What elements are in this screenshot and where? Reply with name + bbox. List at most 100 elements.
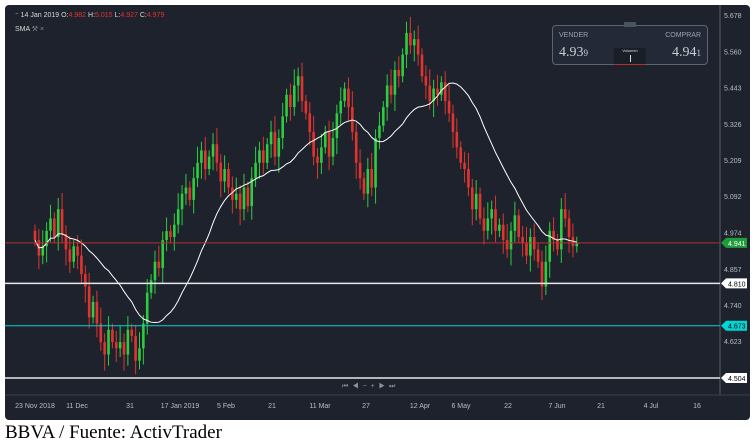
close-icon[interactable]: × (39, 26, 45, 33)
candle-body (107, 329, 110, 355)
candle-body (428, 85, 432, 101)
candle-body (455, 131, 459, 148)
zoom-out-button[interactable]: − (362, 383, 371, 390)
candle-body (366, 168, 370, 194)
candle-body (219, 162, 223, 182)
y-tick-label: 5.443 (724, 86, 742, 93)
candle-body (374, 138, 377, 188)
high-value: 5.015 (95, 12, 113, 19)
candle-body (300, 76, 304, 101)
x-tick-label: 11 Dec (66, 403, 88, 410)
candle-body (60, 209, 64, 234)
x-tick-label: 31 (126, 403, 134, 410)
candle-body (393, 70, 397, 95)
high-label: H: (88, 12, 96, 19)
candle-body (540, 261, 544, 287)
candle-body (258, 150, 261, 163)
candle-body (242, 187, 246, 210)
buy-button[interactable]: 4.941 (672, 45, 701, 61)
candle-body (269, 131, 273, 145)
x-tick-label: 27 (362, 403, 370, 410)
candle-body (304, 100, 308, 114)
candle-body (529, 237, 532, 256)
volume-label: Volumen (622, 48, 638, 53)
candle-body (432, 88, 435, 101)
candle-body (234, 193, 238, 200)
candle-body (145, 292, 149, 324)
drag-handle[interactable] (624, 22, 636, 27)
candle-body (56, 209, 60, 238)
open-label: O: (61, 12, 69, 19)
open-value: 4.982 (68, 12, 87, 19)
candle-body (72, 246, 75, 262)
x-tick-label: 16 (693, 403, 701, 410)
candle-body (84, 274, 87, 287)
candle-body (335, 113, 339, 139)
candle-body (203, 150, 207, 169)
candle-body (53, 218, 56, 238)
candle-body (505, 240, 509, 250)
y-tick-label: 5.092 (724, 194, 742, 201)
candle-body (207, 156, 211, 169)
volume-control[interactable]: Volumen (614, 48, 646, 65)
x-tick-label: 22 (504, 403, 512, 410)
prev-button[interactable]: ◀ (352, 383, 363, 390)
last-button[interactable]: ⏭ (389, 383, 400, 390)
buy-label: COMPRAR (665, 32, 701, 39)
candle-body (490, 209, 493, 219)
first-button[interactable]: ⏮ (342, 383, 353, 390)
price-chart[interactable]: 5.678 5.560 5.443 5.326 5.209 5.092 4.974 4.857… (5, 5, 750, 420)
x-tick-label: 21 (268, 403, 276, 410)
candle-body (49, 218, 52, 231)
caption: BBVA / Fuente: ActivTrader (5, 422, 222, 443)
candle-body (45, 230, 48, 247)
candle-body (560, 209, 563, 250)
candle-body (215, 144, 219, 163)
candle-body (99, 323, 103, 343)
low-label: L: (114, 12, 121, 19)
sell-button[interactable]: 4.939 (559, 45, 588, 61)
candle-body (556, 240, 559, 250)
candle-body (451, 113, 455, 132)
candle-body (486, 218, 490, 231)
candle-body (536, 249, 540, 262)
candle-body (250, 178, 254, 207)
chart-panel[interactable]: 5.678 5.560 5.443 5.326 5.209 5.092 4.974 4.857… (5, 5, 750, 420)
wrench-icon[interactable]: ⚒ (31, 26, 39, 33)
zoom-in-button[interactable]: + (370, 383, 379, 390)
price-tag (721, 320, 747, 331)
candle-body (552, 230, 555, 241)
candle-body (91, 301, 95, 318)
candle-body (254, 162, 257, 179)
candle-body (575, 242, 579, 247)
candle-body (420, 54, 424, 77)
buy-pip: 1 (696, 48, 702, 58)
collapse-icon[interactable]: ⁻ (15, 12, 19, 19)
candle-body (265, 144, 269, 163)
candle-body (138, 348, 141, 361)
x-tick-label: 23 Nov 2018 (15, 403, 55, 410)
candle-body (126, 329, 130, 355)
ohlc-header: ⁻ 14 Jan 2019 O:4.982 H:5.015 L:4.927 C:… (15, 11, 164, 19)
y-tick-label: 4.974 (724, 231, 742, 238)
candle-body (292, 85, 296, 108)
candle-body (165, 231, 168, 241)
x-tick-label: 21 (597, 403, 605, 410)
x-tick-label: 5 Feb (217, 403, 235, 410)
candle-body (401, 54, 404, 77)
candle-body (358, 162, 362, 179)
candle-body (405, 32, 408, 55)
price-tag-label: 4.673 (728, 324, 746, 331)
candle-body (323, 131, 327, 148)
candle-body (41, 246, 45, 256)
candle-body (176, 209, 180, 225)
y-tick-label: 5.209 (724, 158, 742, 165)
candle-body (378, 125, 381, 139)
candle-body (498, 224, 501, 231)
candle-body (416, 39, 420, 55)
next-button[interactable]: ▶ (378, 383, 389, 390)
candle-body (467, 168, 470, 188)
sell-pip: 9 (583, 48, 589, 58)
header-date: 14 Jan 2019 (20, 12, 60, 19)
candle-body (362, 178, 366, 194)
